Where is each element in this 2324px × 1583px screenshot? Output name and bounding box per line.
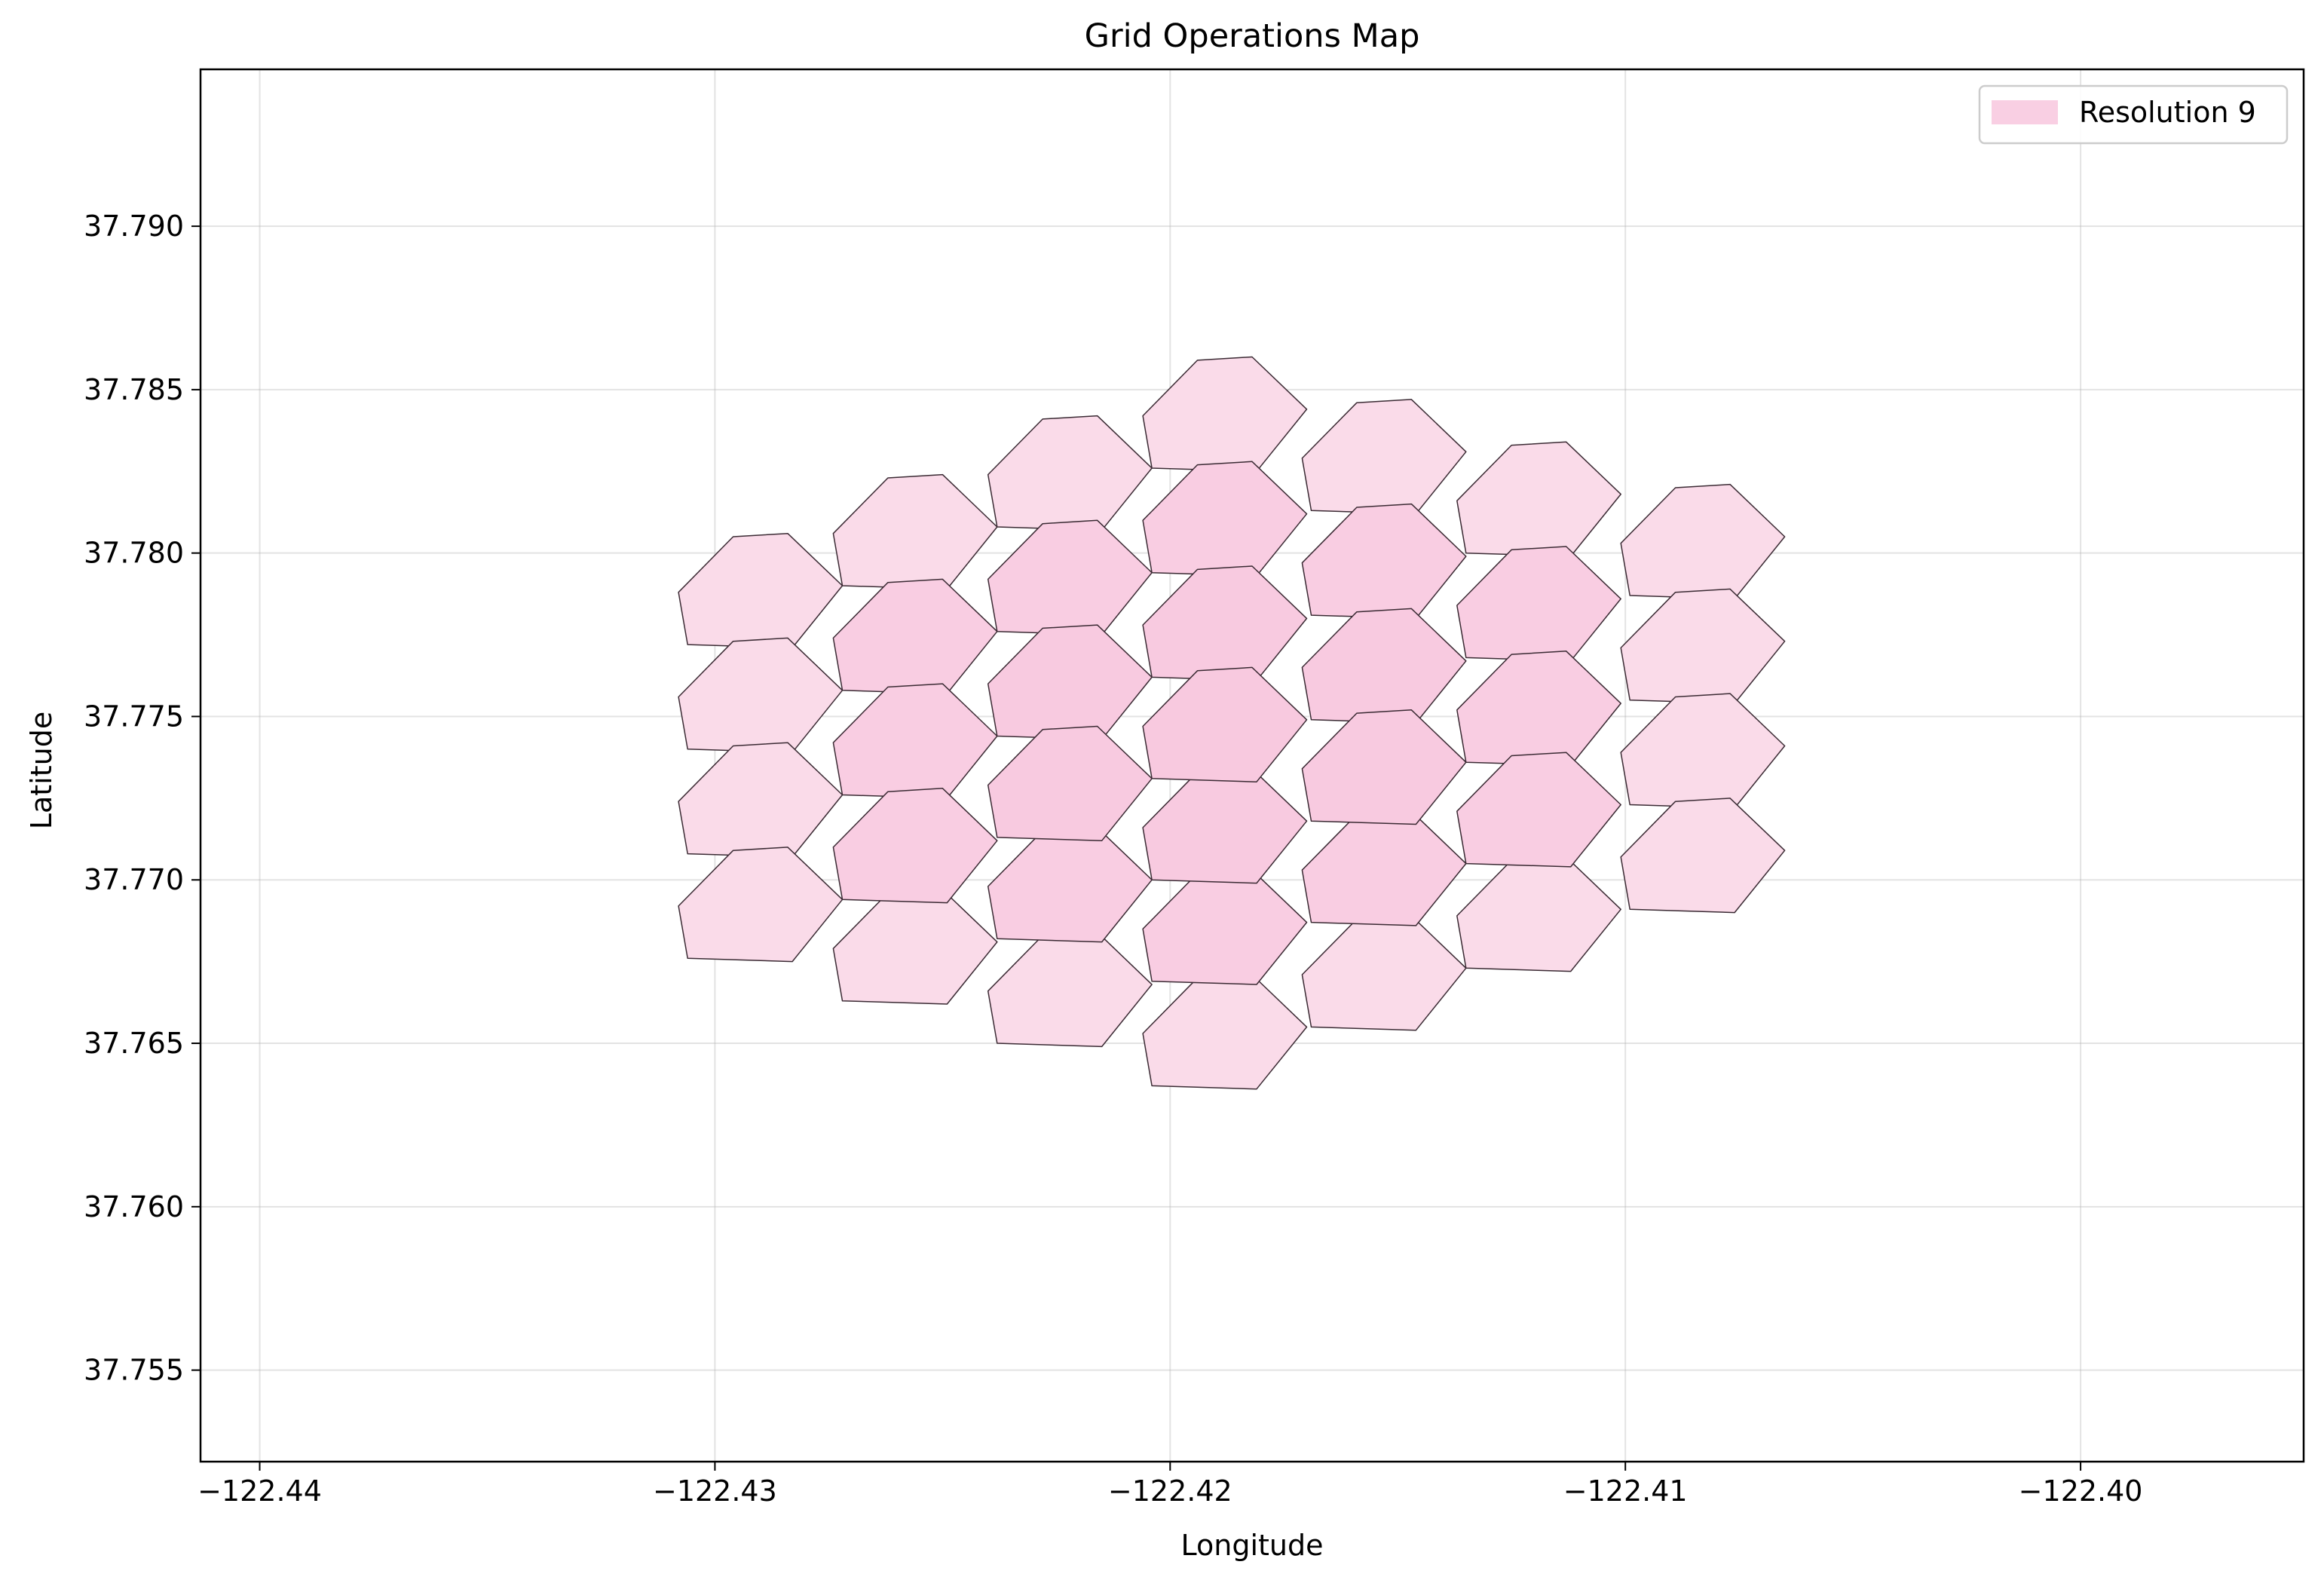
x-tick-label: −122.41 (1563, 1474, 1688, 1508)
y-tick-label: 37.780 (84, 537, 184, 570)
plot-frame (199, 68, 2305, 1463)
hex-cell (832, 788, 998, 904)
hex-cell (1301, 709, 1467, 825)
y-tick-label: 37.770 (84, 863, 184, 896)
y-tick-label: 37.790 (84, 210, 184, 243)
y-tick-label: 37.785 (84, 373, 184, 406)
x-axis-label: Longitude (1181, 1529, 1324, 1562)
x-axis-ticks: −122.44 −122.43 −122.42 −122.41 −122.40 (197, 1462, 2142, 1508)
x-tick-label: −122.42 (1108, 1474, 1232, 1508)
legend-swatch (1992, 100, 2058, 124)
chart-title: Grid Operations Map (1085, 17, 1420, 55)
x-tick-label: −122.40 (2019, 1474, 2143, 1508)
y-tick-label: 37.755 (84, 1354, 184, 1387)
hex-cell (1142, 666, 1308, 782)
hex-cell (678, 847, 844, 963)
y-tick-label: 37.765 (84, 1027, 184, 1060)
legend-label: Resolution 9 (2079, 96, 2256, 129)
y-axis-ticks: 37.755 37.760 37.765 37.770 37.775 37.780 37.7… (84, 210, 201, 1387)
hex-cell (1456, 752, 1621, 868)
hex-cell (1620, 798, 1786, 914)
y-axis-label: Latitude (25, 712, 58, 829)
x-tick-label: −122.43 (653, 1474, 777, 1508)
y-tick-label: 37.760 (84, 1190, 184, 1223)
x-tick-label: −122.44 (197, 1474, 322, 1508)
hex-cells (678, 356, 1786, 1090)
y-tick-label: 37.775 (84, 700, 184, 733)
legend: Resolution 9 (1978, 84, 2289, 145)
hex-cell (987, 725, 1153, 841)
